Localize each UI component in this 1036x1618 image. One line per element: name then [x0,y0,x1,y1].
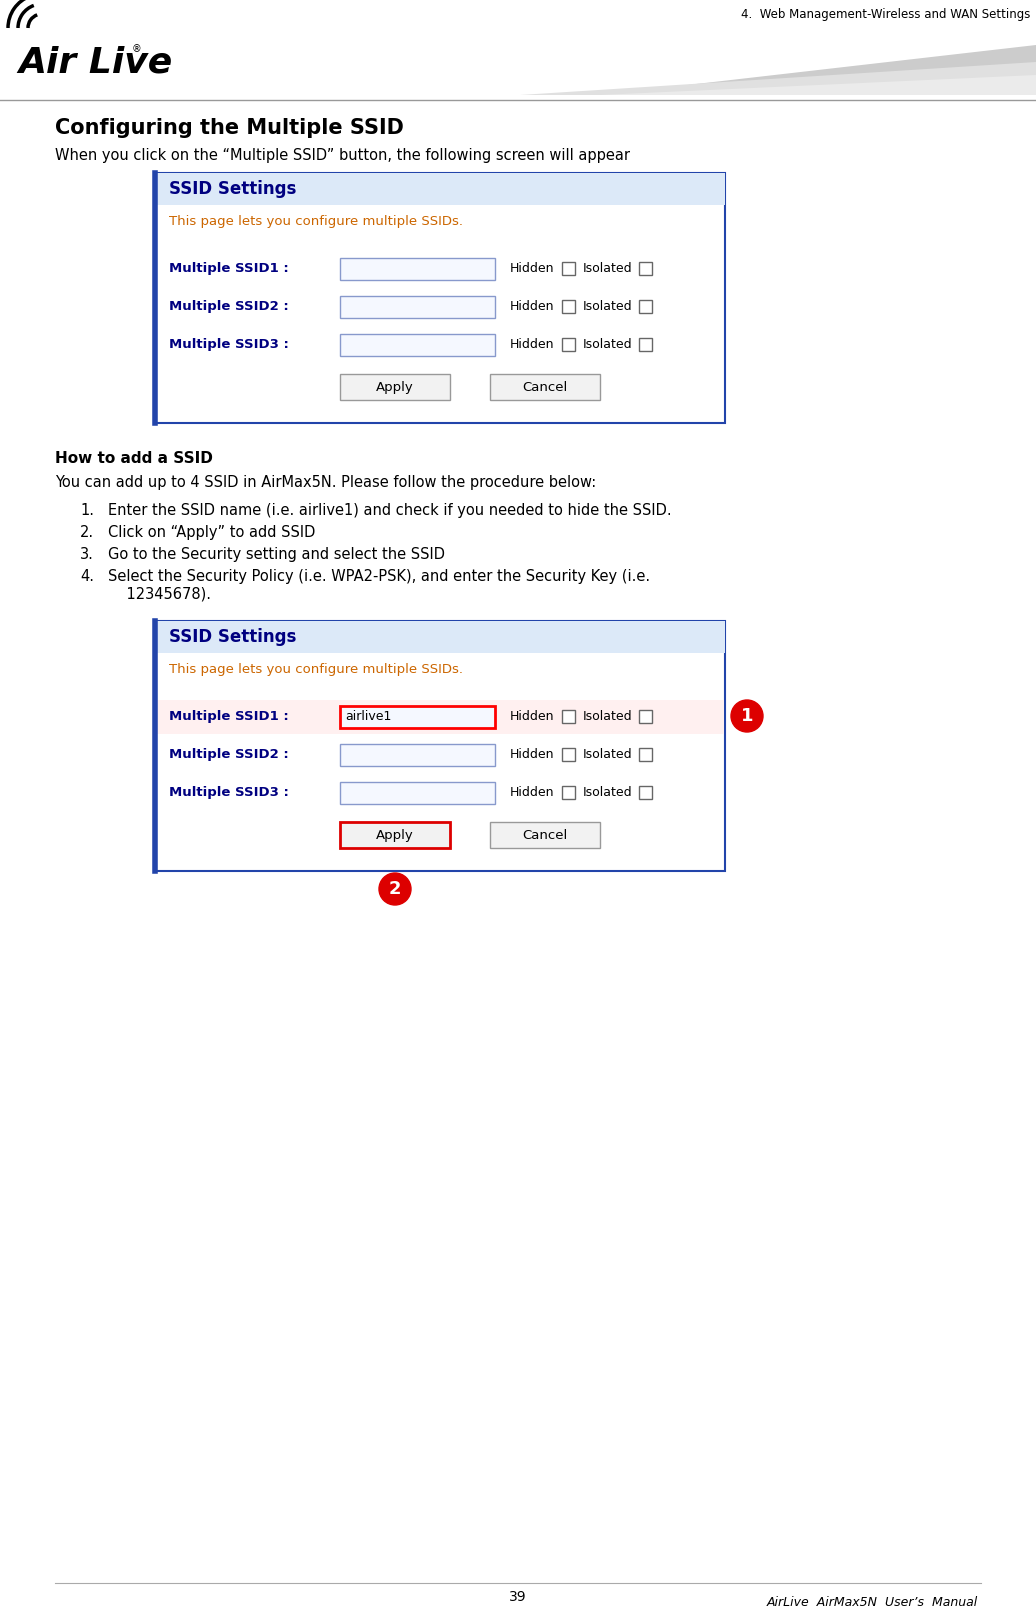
Text: Multiple SSID1 :: Multiple SSID1 : [169,710,289,723]
Bar [156,701,724,735]
Text: 4.  Web Management-Wireless and WAN Settings: 4. Web Management-Wireless and WAN Setti… [741,8,1030,21]
Bar [155,621,725,654]
Text: You can add up to 4 SSID in AirMax5N. Please follow the procedure below:: You can add up to 4 SSID in AirMax5N. Pl… [55,476,597,490]
Circle shape [379,874,411,904]
Bar [639,262,652,275]
Bar [562,262,575,275]
Text: Isolated: Isolated [583,262,633,275]
Bar [340,705,495,728]
Bar [562,299,575,312]
Text: 2.: 2. [80,524,94,540]
Text: Go to the Security setting and select the SSID: Go to the Security setting and select th… [108,547,445,561]
Bar [639,785,652,799]
Bar [340,257,495,280]
Text: Hidden: Hidden [510,710,554,723]
Text: Cancel: Cancel [522,828,568,841]
Bar [340,822,450,848]
Text: Apply: Apply [376,828,413,841]
Polygon shape [300,45,1036,95]
Text: 1: 1 [741,707,753,725]
Text: Hidden: Hidden [510,299,554,312]
Text: SSID Settings: SSID Settings [169,628,296,646]
Text: How to add a SSID: How to add a SSID [55,451,212,466]
Text: Multiple SSID1 :: Multiple SSID1 : [169,262,289,275]
Text: Cancel: Cancel [522,380,568,393]
Text: Multiple SSID3 :: Multiple SSID3 : [169,785,289,799]
Bar [340,333,495,356]
Bar [340,296,495,319]
Text: This page lets you configure multiple SSIDs.: This page lets you configure multiple SS… [169,215,463,228]
Bar [639,748,652,760]
Circle shape [731,701,762,731]
Text: Isolated: Isolated [583,338,633,351]
Bar [562,338,575,351]
Text: This page lets you configure multiple SSIDs.: This page lets you configure multiple SS… [169,663,463,676]
Text: Air Live: Air Live [18,45,172,79]
Bar [490,822,600,848]
Text: airlive1: airlive1 [345,710,392,723]
Bar [639,710,652,723]
Text: Hidden: Hidden [510,338,554,351]
Text: Apply: Apply [376,380,413,393]
Bar [639,299,652,312]
Text: 39: 39 [509,1590,527,1603]
Text: When you click on the “Multiple SSID” button, the following screen will appear: When you click on the “Multiple SSID” bu… [55,147,630,163]
Bar [562,748,575,760]
Text: 4.: 4. [80,570,94,584]
Text: Click on “Apply” to add SSID: Click on “Apply” to add SSID [108,524,315,540]
Text: Isolated: Isolated [583,299,633,312]
Text: Isolated: Isolated [583,710,633,723]
Text: Isolated: Isolated [583,785,633,799]
Bar [155,621,725,870]
Text: 1.: 1. [80,503,94,518]
Text: Configuring the Multiple SSID: Configuring the Multiple SSID [55,118,404,138]
Bar [639,338,652,351]
Text: Isolated: Isolated [583,748,633,760]
Text: Multiple SSID2 :: Multiple SSID2 : [169,748,289,760]
Bar [155,173,725,205]
Text: 3.: 3. [80,547,94,561]
Bar [340,744,495,765]
Bar [490,374,600,400]
Text: Hidden: Hidden [510,262,554,275]
Text: Hidden: Hidden [510,785,554,799]
Polygon shape [420,61,1036,95]
Text: Hidden: Hidden [510,748,554,760]
Polygon shape [500,74,1036,95]
Bar [340,374,450,400]
Bar [340,781,495,804]
Text: ®: ® [132,44,142,53]
Bar [562,785,575,799]
Text: AirLive  AirMax5N  User’s  Manual: AirLive AirMax5N User’s Manual [767,1595,978,1608]
Text: Select the Security Policy (i.e. WPA2-PSK), and enter the Security Key (i.e.
   : Select the Security Policy (i.e. WPA2-PS… [108,570,651,602]
Bar [155,173,725,422]
Text: SSID Settings: SSID Settings [169,180,296,197]
Text: Enter the SSID name (i.e. airlive1) and check if you needed to hide the SSID.: Enter the SSID name (i.e. airlive1) and … [108,503,671,518]
Text: 2: 2 [388,880,401,898]
Text: Multiple SSID3 :: Multiple SSID3 : [169,338,289,351]
Bar [562,710,575,723]
Text: Multiple SSID2 :: Multiple SSID2 : [169,299,289,312]
